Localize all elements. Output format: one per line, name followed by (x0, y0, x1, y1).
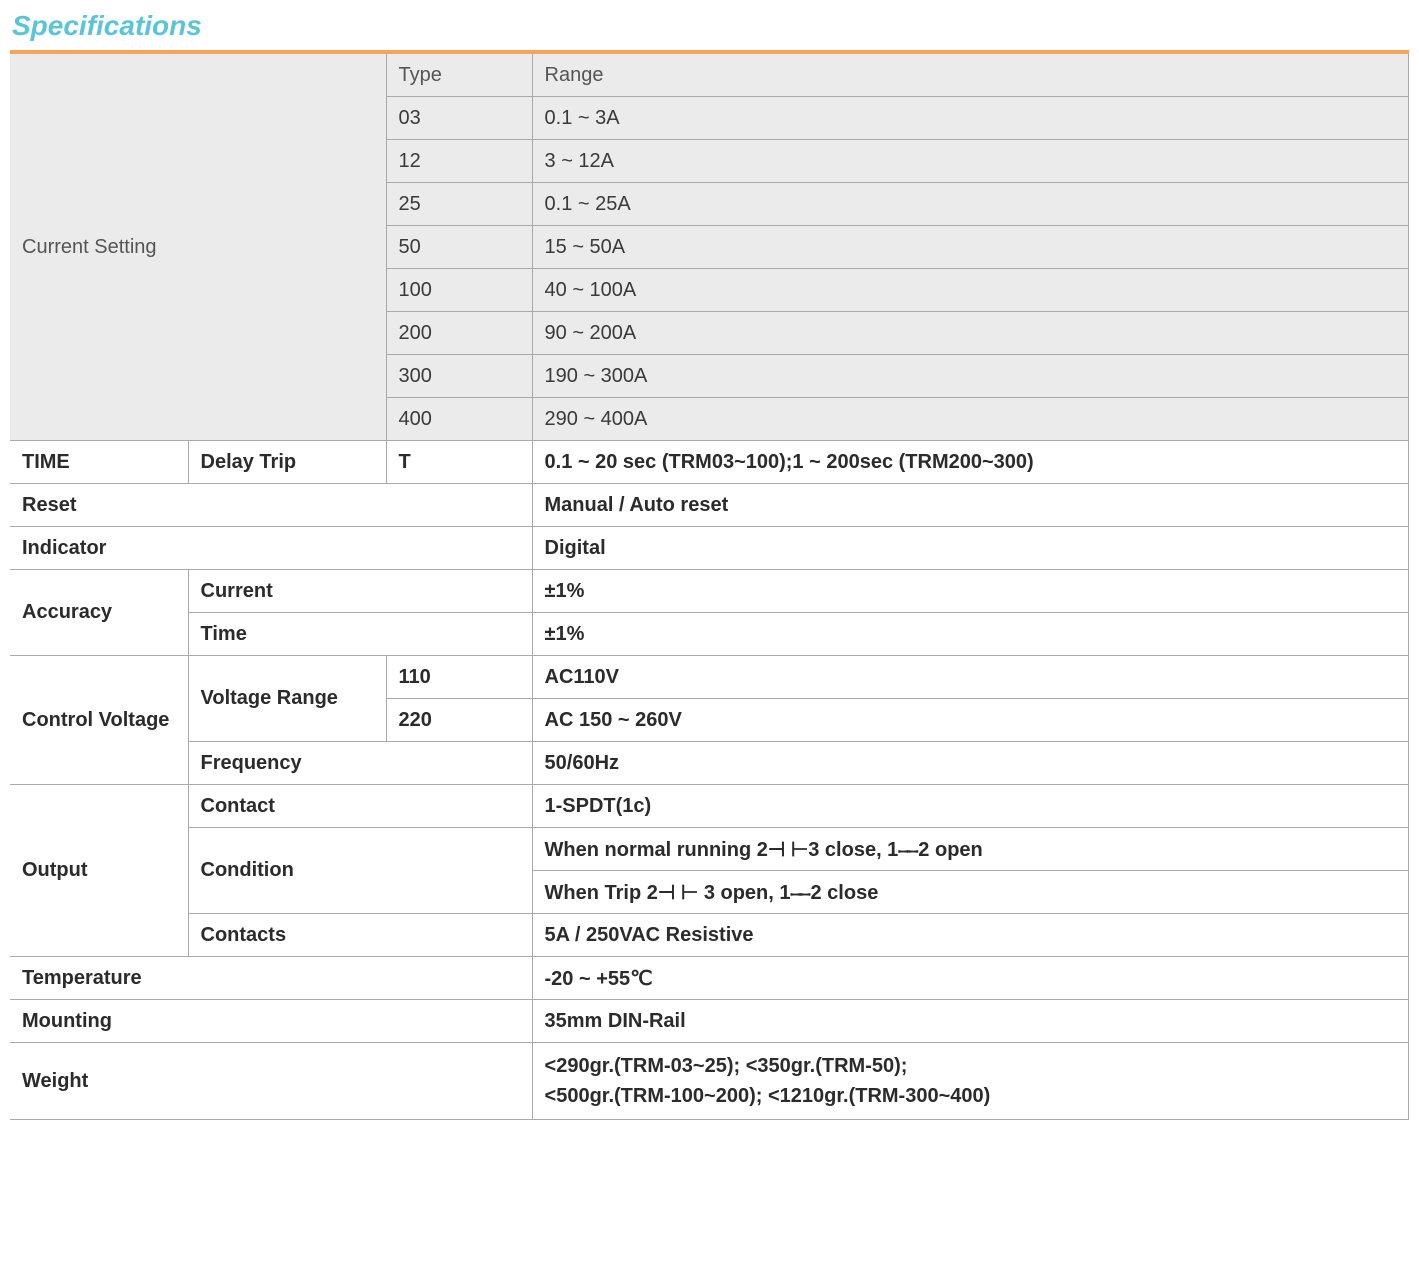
reset-value: Manual / Auto reset (532, 484, 1408, 527)
cs-range-2: 0.1 ~ 25A (532, 183, 1408, 226)
cs-type-4: 100 (386, 269, 532, 312)
accuracy-current-label: Current (188, 570, 532, 613)
cs-type-6: 300 (386, 355, 532, 398)
cs-type-3: 50 (386, 226, 532, 269)
cs-header-range: Range (532, 54, 1408, 97)
cv-row2-code: 220 (386, 699, 532, 742)
cs-range-4: 40 ~ 100A (532, 269, 1408, 312)
current-setting-label: Current Setting (10, 54, 386, 441)
cs-type-7: 400 (386, 398, 532, 441)
cv-freq-label: Frequency (188, 742, 532, 785)
accuracy-label: Accuracy (10, 570, 188, 656)
time-value: 0.1 ~ 20 sec (TRM03~100);1 ~ 200sec (TRM… (532, 441, 1408, 484)
cs-type-1: 12 (386, 140, 532, 183)
cv-row1-code: 110 (386, 656, 532, 699)
weight-line1: <290gr.(TRM-03~25); <350gr.(TRM-50); (545, 1055, 908, 1077)
page-title: Specifications (12, 10, 1409, 42)
cs-range-7: 290 ~ 400A (532, 398, 1408, 441)
cs-header-type: Type (386, 54, 532, 97)
mounting-label: Mounting (10, 1000, 532, 1043)
accuracy-time-value: ±1% (532, 613, 1408, 656)
weight-line2: <500gr.(TRM-100~200); <1210gr.(TRM-300~4… (545, 1085, 991, 1107)
output-label: Output (10, 785, 188, 957)
cs-type-0: 03 (386, 97, 532, 140)
cv-vr-label: Voltage Range (188, 656, 386, 742)
output-contact-value: 1-SPDT(1c) (532, 785, 1408, 828)
cv-row2-value: AC 150 ~ 260V (532, 699, 1408, 742)
accuracy-current-value: ±1% (532, 570, 1408, 613)
indicator-label: Indicator (10, 527, 532, 570)
cs-range-0: 0.1 ~ 3A (532, 97, 1408, 140)
output-contacts-value: 5A / 250VAC Resistive (532, 914, 1408, 957)
reset-label: Reset (10, 484, 532, 527)
cv-freq-value: 50/60Hz (532, 742, 1408, 785)
cs-type-2: 25 (386, 183, 532, 226)
cs-range-3: 15 ~ 50A (532, 226, 1408, 269)
cs-type-5: 200 (386, 312, 532, 355)
time-code: T (386, 441, 532, 484)
output-condition-2: When Trip 2⊣ ⊢ 3 open, 1⧿⧿2 close (532, 871, 1408, 914)
time-label: TIME (10, 441, 188, 484)
indicator-value: Digital (532, 527, 1408, 570)
cv-label: Control Voltage (10, 656, 188, 785)
cs-range-5: 90 ~ 200A (532, 312, 1408, 355)
cv-row1-value: AC110V (532, 656, 1408, 699)
temperature-label: Temperature (10, 957, 532, 1000)
output-contact-label: Contact (188, 785, 532, 828)
mounting-value: 35mm DIN-Rail (532, 1000, 1408, 1043)
output-contacts-label: Contacts (188, 914, 532, 957)
accuracy-time-label: Time (188, 613, 532, 656)
cs-range-6: 190 ~ 300A (532, 355, 1408, 398)
output-condition-label: Condition (188, 828, 532, 914)
output-condition-1: When normal running 2⊣ ⊢3 close, 1⧿⧿2 op… (532, 828, 1408, 871)
spec-table: Current Setting Type Range 030.1 ~ 3A 12… (10, 54, 1409, 1120)
weight-label: Weight (10, 1043, 532, 1120)
time-sublabel: Delay Trip (188, 441, 386, 484)
temperature-value: -20 ~ +55℃ (532, 957, 1408, 1000)
weight-value: <290gr.(TRM-03~25); <350gr.(TRM-50); <50… (532, 1043, 1408, 1120)
cs-range-1: 3 ~ 12A (532, 140, 1408, 183)
